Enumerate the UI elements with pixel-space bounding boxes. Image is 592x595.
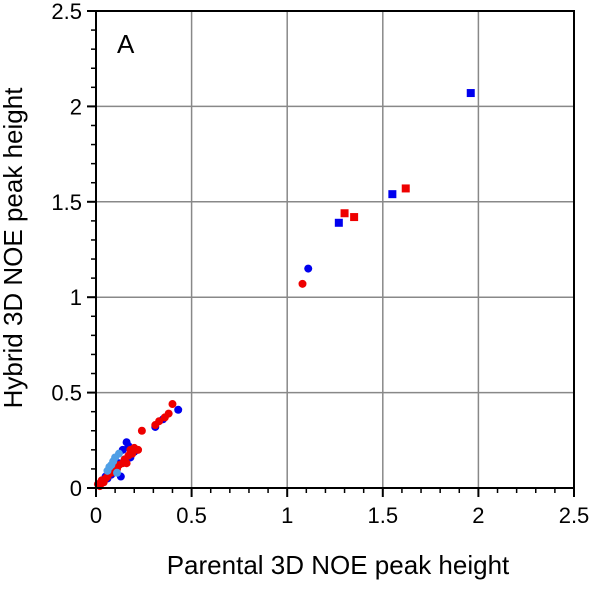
panel-label: A <box>117 29 135 59</box>
data-point-square <box>466 89 475 98</box>
y-tick-label: 0 <box>70 476 82 501</box>
x-tick-label: 2.5 <box>559 503 590 528</box>
x-tick-label: 1.5 <box>368 503 399 528</box>
data-points <box>93 89 475 491</box>
data-point-square <box>350 213 359 222</box>
y-axis-ticks: 0 0.5 1 1.5 2 2.5 <box>51 0 96 501</box>
data-point-square <box>388 190 397 199</box>
data-point-circle <box>126 445 135 454</box>
plot-frame <box>95 10 575 489</box>
data-point-circle <box>304 264 313 273</box>
data-point-circle <box>122 459 131 468</box>
x-tick-label: 0.5 <box>176 503 207 528</box>
y-tick-label: 0.5 <box>51 381 82 406</box>
data-point-square <box>401 184 410 193</box>
data-point-square <box>340 209 349 218</box>
x-axis-ticks: 0 0.5 1 1.5 2 2.5 <box>90 488 589 528</box>
x-axis-title: Parental 3D NOE peak height <box>167 550 510 580</box>
data-point-circle <box>103 466 112 475</box>
x-tick-label: 1 <box>281 503 293 528</box>
y-tick-label: 2.5 <box>51 0 82 24</box>
data-point-circle <box>160 413 169 422</box>
y-tick-label: 1 <box>70 285 82 310</box>
data-point-circle <box>151 421 160 430</box>
x-tick-label: 0 <box>90 503 102 528</box>
x-tick-label: 2 <box>472 503 484 528</box>
data-point-circle <box>168 400 177 409</box>
grid-lines <box>96 11 574 488</box>
data-point-square <box>334 218 343 227</box>
y-tick-label: 1.5 <box>51 190 82 215</box>
y-tick-label: 2 <box>70 94 82 119</box>
data-point-circle <box>113 468 122 477</box>
data-point-circle <box>137 426 146 435</box>
data-point-circle <box>298 279 307 288</box>
data-point-circle <box>174 405 183 414</box>
y-axis-title: Hybrid 3D NOE peak height <box>0 87 28 409</box>
